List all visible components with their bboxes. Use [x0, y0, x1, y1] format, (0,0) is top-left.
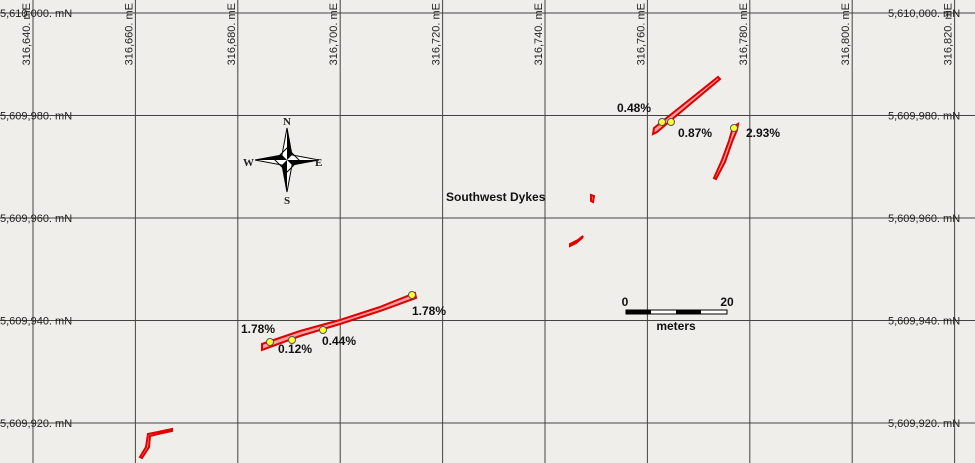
easting-label: 316,820. mE — [943, 3, 955, 65]
sample-label: 1.78% — [241, 322, 275, 336]
easting-label: 316,640. mE — [21, 3, 33, 65]
easting-label: 316,720. mE — [431, 3, 443, 65]
scale-start: 0 — [622, 295, 629, 309]
easting-label: 316,780. mE — [738, 3, 750, 65]
easting-label: 316,660. mE — [123, 3, 135, 65]
northing-label-left: 5,610,000. mN — [0, 8, 72, 20]
northing-label-left: 5,609,940. mN — [0, 316, 72, 328]
northing-label-right: 5,609,960. mN — [888, 213, 960, 225]
sample-point — [319, 326, 327, 334]
northing-label-left: 5,609,920. mN — [0, 418, 72, 430]
compass-north: N — [283, 116, 291, 128]
northing-label-right: 5,609,940. mN — [888, 316, 960, 328]
northing-label-left: 5,609,960. mN — [0, 213, 72, 225]
sample-label: 0.12% — [278, 342, 312, 356]
easting-label: 316,700. mE — [328, 3, 340, 65]
northing-label-left: 5,609,980. mN — [0, 111, 72, 123]
sample-point — [667, 118, 675, 126]
scale-end: 20 — [720, 295, 734, 309]
dyke — [590, 193, 596, 204]
sample-point — [408, 291, 416, 299]
sample-label: 0.48% — [617, 101, 651, 115]
sample-point — [658, 118, 666, 126]
sample-label: 2.93% — [746, 126, 780, 140]
sample-label: 0.87% — [678, 126, 712, 140]
dyke — [138, 427, 173, 460]
sample-point — [288, 336, 296, 344]
easting-label: 316,680. mE — [226, 3, 238, 65]
sample-point — [266, 338, 274, 346]
dyke — [569, 235, 584, 248]
scale-unit: meters — [656, 319, 696, 333]
northing-label-right: 5,610,000. mN — [888, 8, 960, 20]
dykes — [138, 75, 740, 460]
dyke — [261, 291, 418, 352]
compass-west: W — [243, 157, 254, 169]
map-title: Southwest Dykes — [446, 190, 546, 204]
northing-label-right: 5,609,920. mN — [888, 418, 960, 430]
scale-bar: 0 20 meters — [622, 295, 734, 333]
sample-label: 1.78% — [412, 304, 446, 318]
easting-label: 316,800. mE — [840, 3, 852, 65]
compass-south: S — [284, 195, 290, 207]
easting-label: 316,740. mE — [533, 3, 545, 65]
easting-label: 316,760. mE — [635, 3, 647, 65]
compass: N S E W — [243, 116, 322, 207]
northing-label-right: 5,609,980. mN — [888, 111, 960, 123]
compass-east: E — [315, 157, 322, 169]
sample-label: 0.44% — [322, 334, 356, 348]
sample-point — [730, 124, 738, 132]
